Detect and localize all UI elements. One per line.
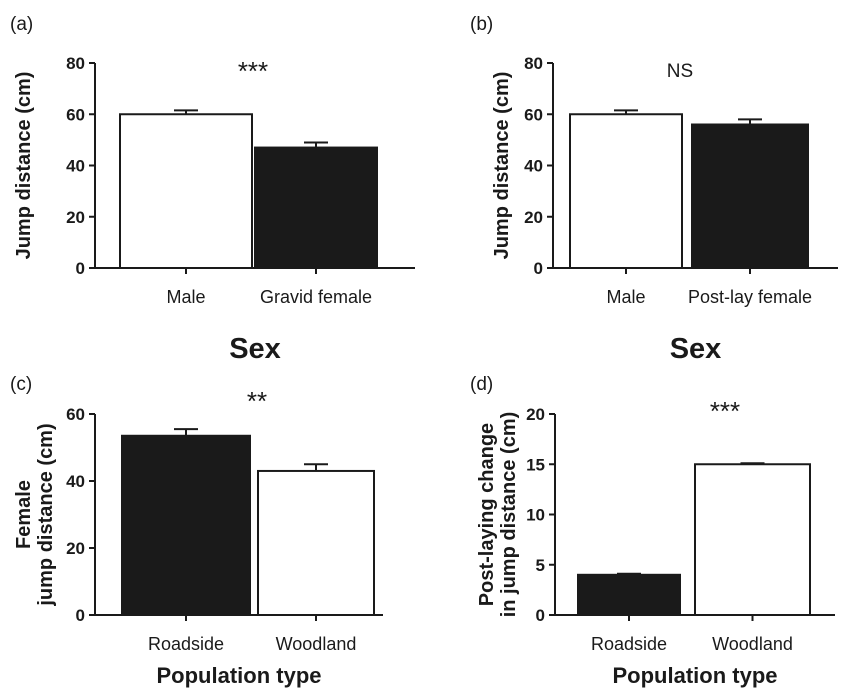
bar [257, 469, 375, 617]
y-tick-label: 20 [66, 539, 85, 558]
panel-c: (c) 0 20 40 60 Roadside Woodland ** Female jump d… [10, 374, 383, 688]
y-tick-label: 5 [536, 556, 545, 575]
y-tick-label: 0 [534, 259, 543, 278]
y-tick-label: 0 [76, 259, 85, 278]
x-axis-label: Sex [670, 333, 722, 365]
y-axis-label: Post-laying change [476, 423, 498, 606]
bar [121, 434, 251, 616]
y-tick-label: 60 [66, 105, 85, 124]
significance-label: ** [247, 386, 267, 416]
y-tick-label: 0 [76, 606, 85, 625]
category-label: Woodland [712, 634, 793, 654]
y-tick-label: 60 [524, 105, 543, 124]
bar [691, 123, 809, 269]
y-tick-label: 0 [536, 606, 545, 625]
y-tick-label: 60 [66, 405, 85, 424]
significance-label: NS [667, 61, 693, 82]
y-axis-label: Female [13, 480, 35, 549]
category-label: Gravid female [260, 287, 372, 307]
panel-label: (c) [10, 374, 32, 395]
x-axis-label: Sex [229, 333, 281, 365]
x-axis-label: Population type [157, 663, 322, 688]
y-axis-label: Jump distance (cm) [491, 72, 513, 260]
y-axis-label: in jump distance (cm) [498, 412, 520, 618]
y-tick-label: 20 [524, 208, 543, 227]
y-tick-label: 15 [526, 455, 545, 474]
y-tick-label: 20 [66, 208, 85, 227]
x-axis-label: Population type [613, 663, 778, 688]
y-axis-label: Jump distance (cm) [13, 72, 35, 260]
y-tick-label: 40 [66, 472, 85, 491]
panel-b: (b) 0 20 40 60 80 Male Post-lay female NS Jump di… [470, 14, 838, 365]
bar [577, 573, 681, 616]
category-label: Male [166, 287, 205, 307]
category-label: Roadside [591, 634, 667, 654]
bar [694, 463, 811, 616]
category-label: Woodland [276, 634, 357, 654]
significance-label: *** [710, 396, 740, 426]
bar [569, 113, 683, 269]
y-tick-label: 20 [526, 405, 545, 424]
y-tick-label: 80 [524, 54, 543, 73]
category-label: Post-lay female [688, 287, 812, 307]
y-tick-label: 40 [524, 157, 543, 176]
y-tick-label: 10 [526, 506, 545, 525]
significance-label: *** [238, 56, 268, 86]
category-label: Roadside [148, 634, 224, 654]
y-axis-label: jump distance (cm) [35, 423, 57, 606]
y-tick-label: 80 [66, 54, 85, 73]
bar [119, 113, 253, 269]
y-tick-label: 40 [66, 157, 85, 176]
panel-label: (b) [470, 14, 493, 35]
category-label: Male [606, 287, 645, 307]
panel-a: (a) 0 20 40 60 80 Male Gravid female *** Jump dis… [10, 14, 415, 365]
panel-d: (d) 0 5 10 15 20 Roadside Woodland *** Post-layin… [470, 374, 835, 688]
panel-label: (d) [470, 374, 493, 395]
panel-label: (a) [10, 14, 33, 35]
bar [254, 146, 378, 269]
